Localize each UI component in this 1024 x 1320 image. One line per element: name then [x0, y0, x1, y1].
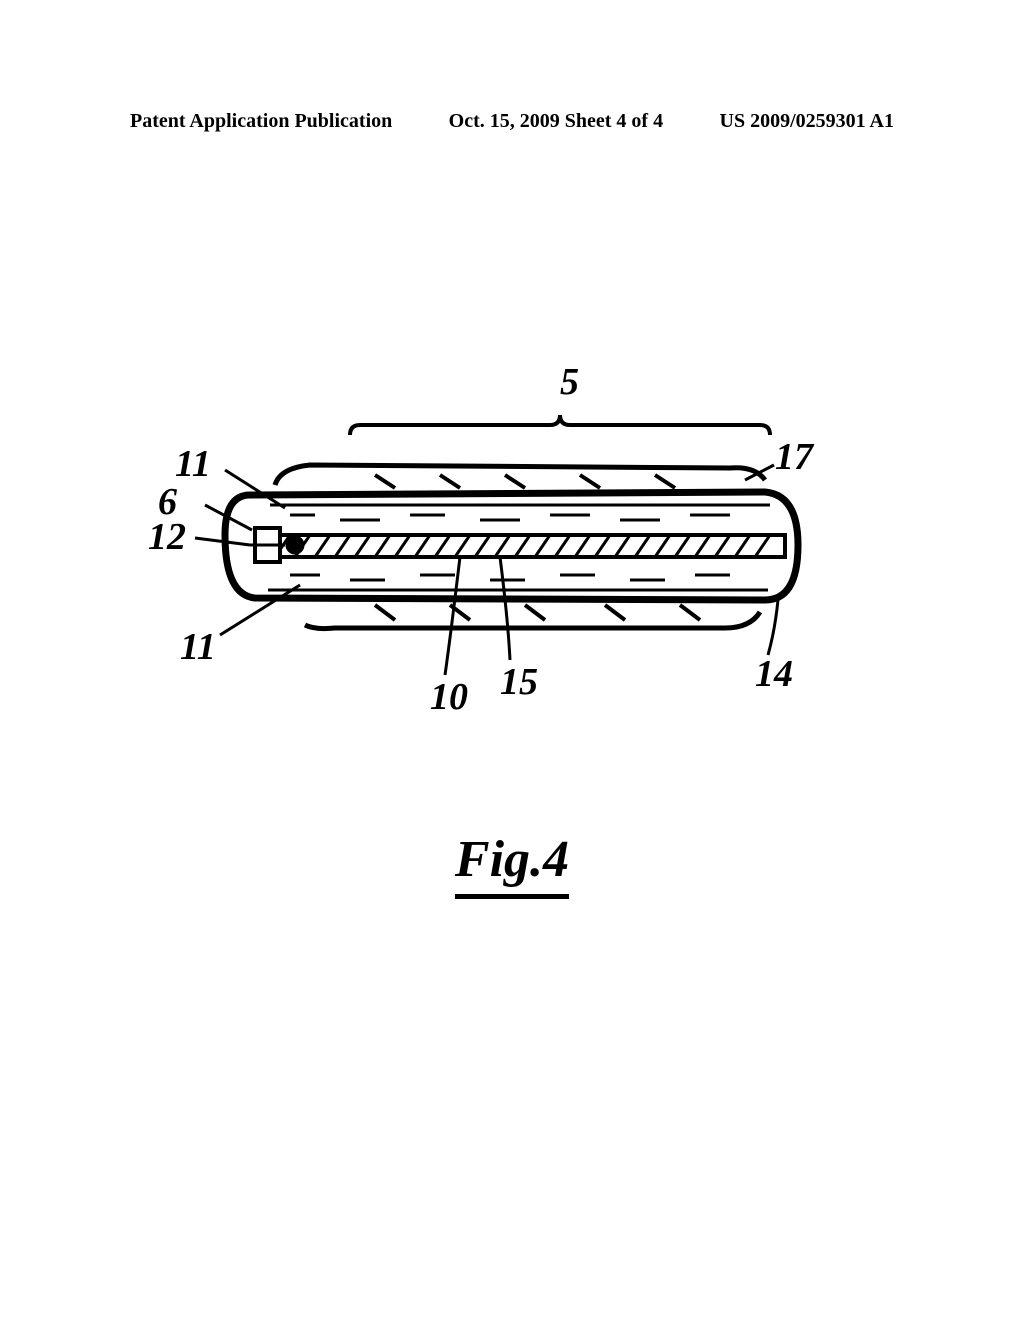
ref-14: 14 [755, 652, 793, 696]
bottom-hatching [375, 605, 700, 620]
ref-12: 12 [148, 515, 186, 559]
screw-shaft-end [287, 537, 303, 553]
leader-14 [768, 600, 778, 655]
ref-17: 17 [775, 435, 813, 479]
page-header: Patent Application Publication Oct. 15, … [0, 110, 1024, 133]
header-patent-number: US 2009/0259301 A1 [720, 110, 894, 133]
ref-15: 15 [500, 660, 538, 704]
ref-11-top: 11 [175, 442, 211, 486]
patent-figure-svg [150, 380, 850, 780]
header-publication-type: Patent Application Publication [130, 110, 392, 133]
header-date-sheet: Oct. 15, 2009 Sheet 4 of 4 [449, 110, 663, 133]
figure-caption: Fig.4 [0, 830, 1024, 899]
ref-5: 5 [560, 360, 579, 404]
brace-5 [350, 415, 770, 435]
ref-11-bottom: 11 [180, 625, 216, 669]
figure-caption-text: Fig.4 [455, 830, 569, 899]
top-hatching [375, 475, 675, 488]
ref-10: 10 [430, 675, 468, 719]
figure-drawing: 5 11 6 12 11 17 10 15 14 [150, 380, 850, 780]
outer-shell-top [275, 465, 765, 485]
